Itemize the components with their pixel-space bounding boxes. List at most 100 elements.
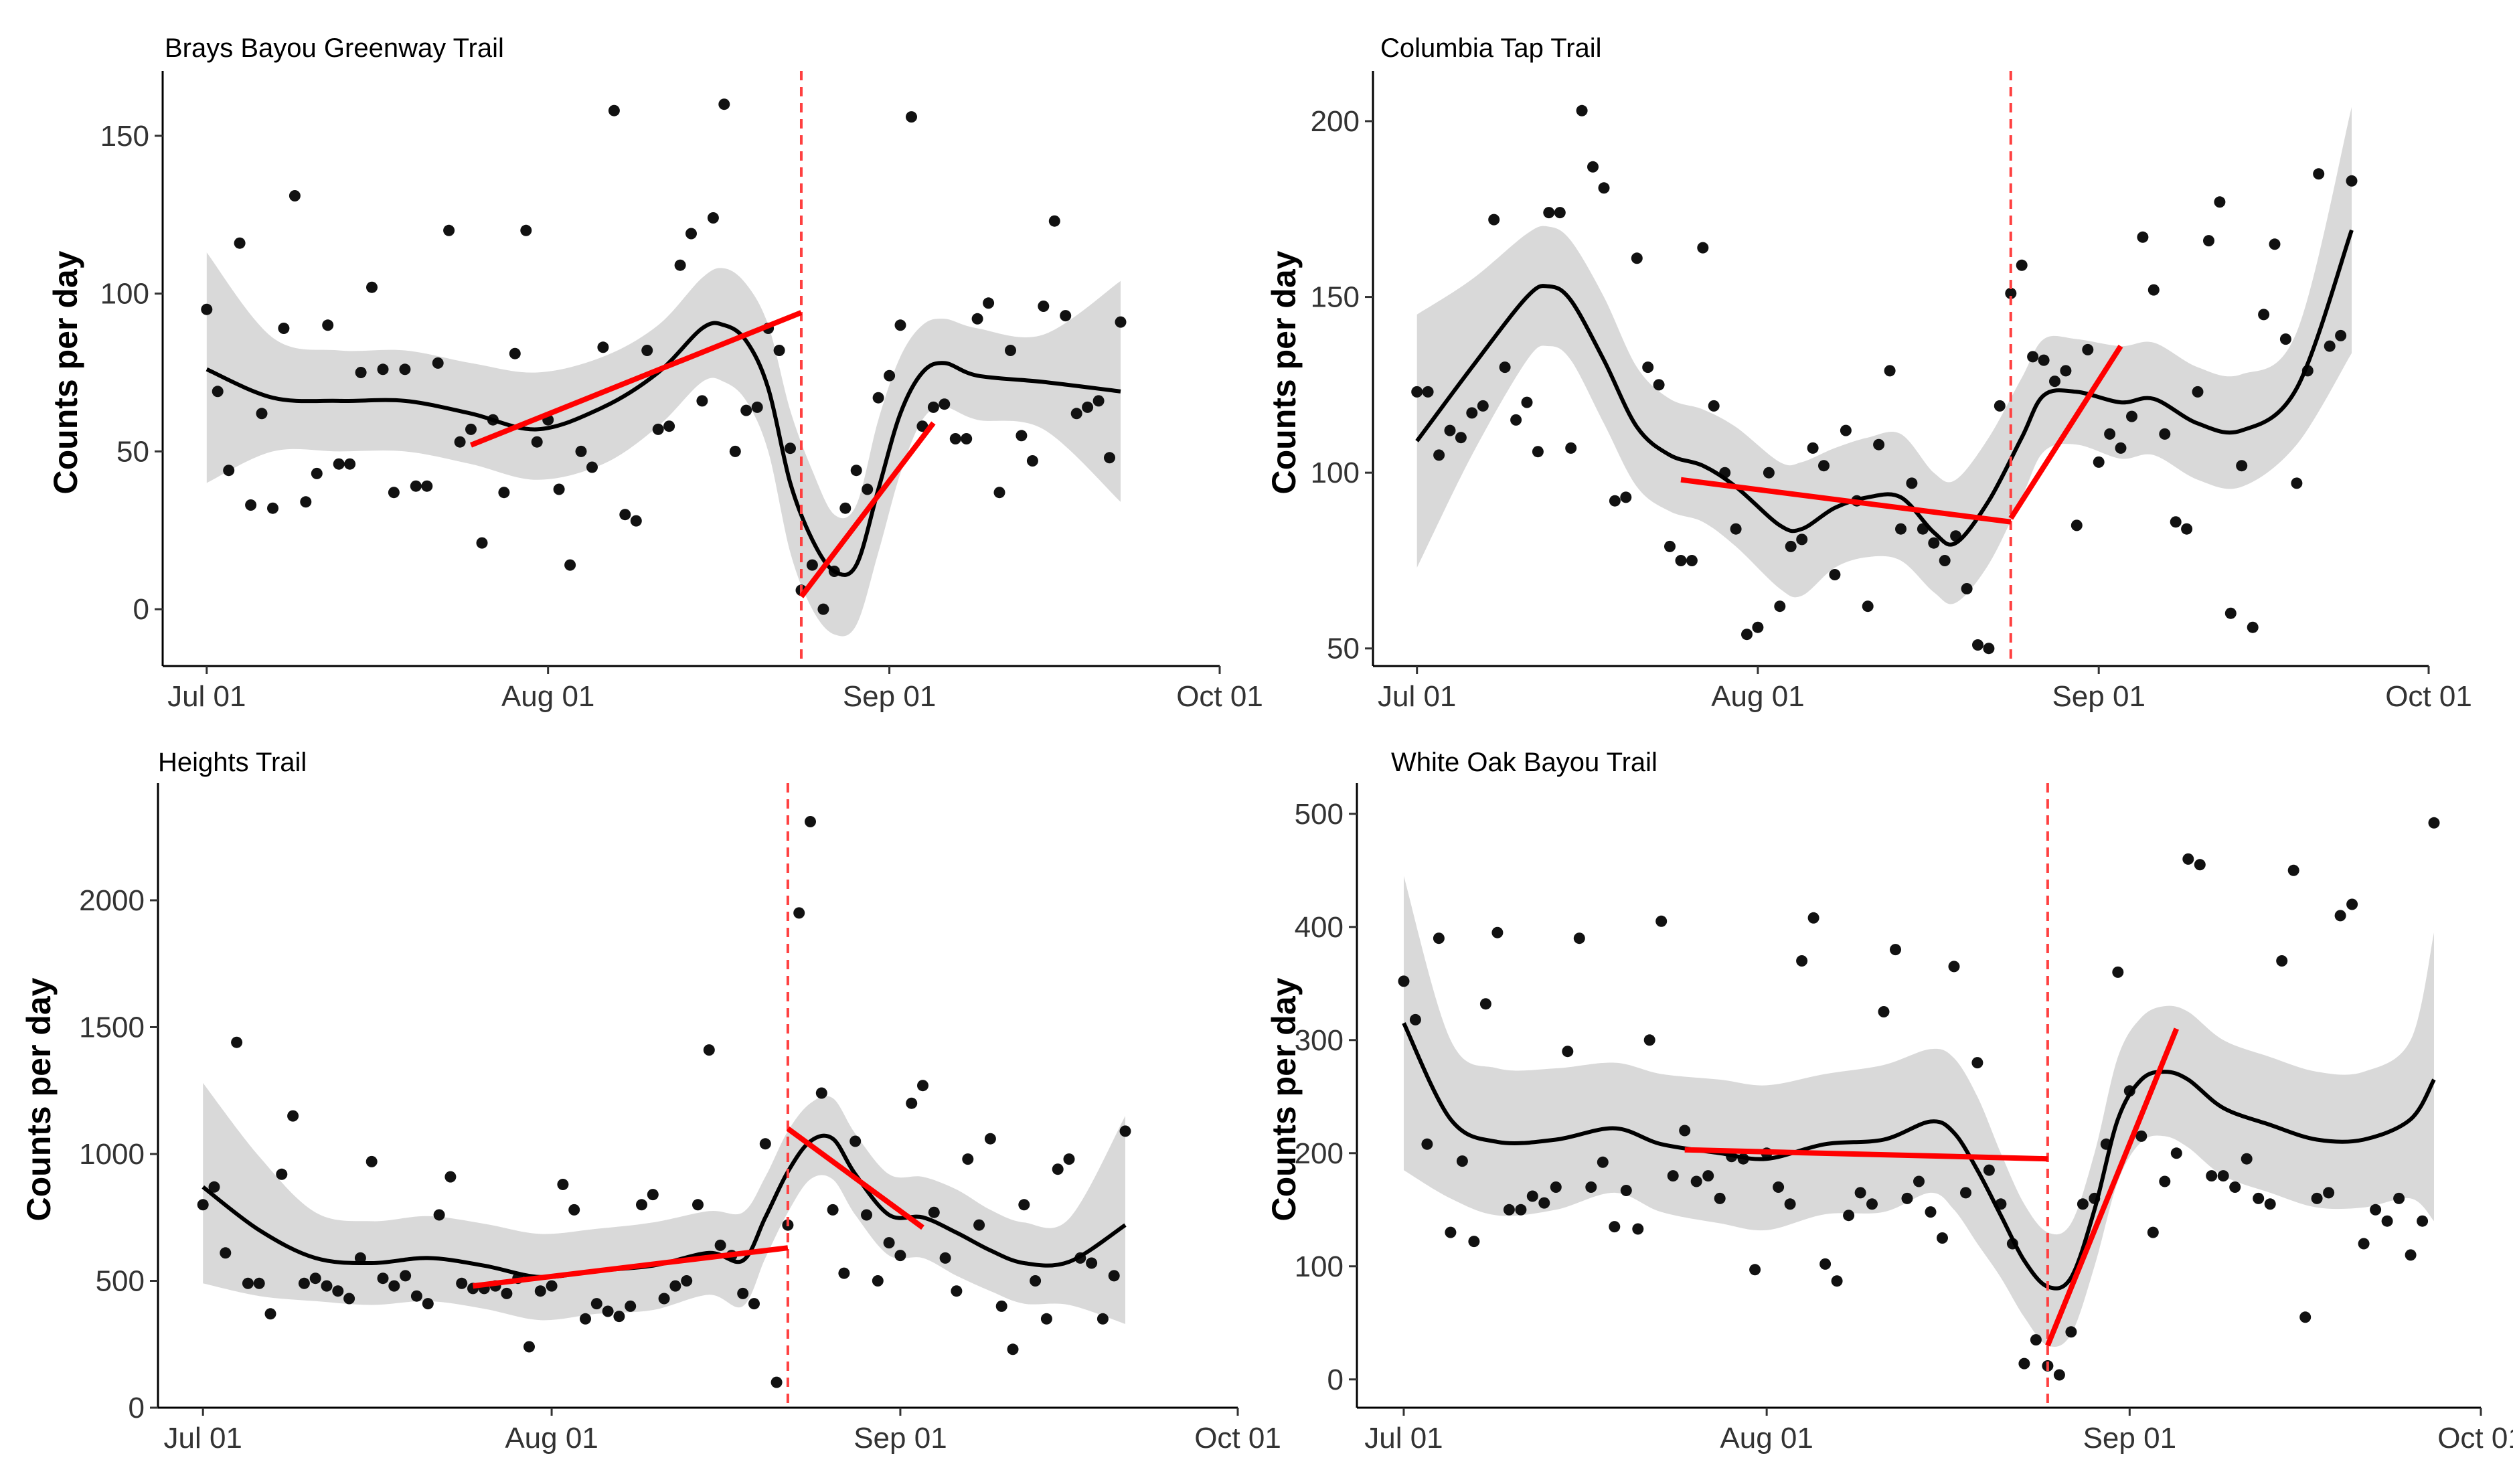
data-point xyxy=(718,98,730,110)
data-point xyxy=(1632,1223,1644,1235)
data-point xyxy=(278,323,290,334)
y-axis-label: Counts per day xyxy=(47,250,84,494)
x-tick-label: Jul 01 xyxy=(163,1422,242,1455)
data-point xyxy=(1763,467,1775,479)
data-point xyxy=(1983,1164,1995,1176)
data-point xyxy=(531,436,543,448)
data-point xyxy=(1862,600,1874,612)
data-point xyxy=(1510,414,1522,426)
data-point xyxy=(1063,1153,1075,1165)
data-point xyxy=(433,1209,445,1221)
data-point xyxy=(759,1138,771,1150)
data-point xyxy=(1818,460,1830,472)
data-point xyxy=(1690,1175,1702,1187)
data-point xyxy=(1609,495,1621,507)
data-point xyxy=(1749,1264,1761,1276)
data-point xyxy=(1653,379,1665,391)
data-point xyxy=(501,1287,513,1299)
data-point xyxy=(1937,1232,1948,1244)
data-point xyxy=(1455,432,1467,444)
data-point xyxy=(729,445,741,457)
data-point xyxy=(1884,365,1896,377)
data-point xyxy=(309,1272,321,1285)
data-point xyxy=(1928,537,1940,549)
data-point xyxy=(806,559,818,571)
data-point xyxy=(2147,1226,2159,1238)
data-point xyxy=(1488,214,1500,226)
data-point xyxy=(1598,182,1610,194)
data-point xyxy=(983,297,995,309)
y-axis-label: Counts per day xyxy=(1265,250,1303,494)
data-point xyxy=(1866,1198,1878,1210)
data-point xyxy=(2229,1181,2241,1193)
data-point xyxy=(652,423,664,435)
x-tick-label: Sep 01 xyxy=(843,680,936,713)
data-point xyxy=(476,537,488,549)
data-point xyxy=(1829,569,1841,580)
data-point xyxy=(949,433,961,444)
data-point xyxy=(443,224,455,236)
data-point xyxy=(1433,932,1445,944)
y-tick-label: 50 xyxy=(116,435,149,468)
data-point xyxy=(1532,446,1544,458)
data-point xyxy=(1466,407,1478,419)
data-point xyxy=(322,319,334,331)
data-point xyxy=(602,1305,614,1317)
data-point xyxy=(1052,1163,1064,1175)
data-point xyxy=(1104,452,1115,464)
data-point xyxy=(862,483,874,495)
data-point xyxy=(613,1311,625,1323)
data-point xyxy=(2236,460,2248,472)
data-point xyxy=(1819,1258,1832,1270)
data-point xyxy=(1070,408,1082,420)
smooth-line xyxy=(1415,229,2354,547)
data-point xyxy=(1543,207,1555,219)
panel-title: Heights Trail xyxy=(158,748,307,777)
data-point xyxy=(354,1252,366,1264)
data-point xyxy=(1491,926,1504,938)
data-point xyxy=(785,442,796,455)
data-point xyxy=(1515,1204,1527,1216)
data-point xyxy=(509,347,521,359)
data-point xyxy=(1082,401,1094,413)
data-point xyxy=(2071,519,2083,531)
data-point xyxy=(2405,1249,2417,1261)
data-point xyxy=(2137,231,2149,243)
data-point xyxy=(564,559,576,571)
data-point xyxy=(256,408,268,420)
y-tick-label: 0 xyxy=(1327,1364,1344,1396)
data-point xyxy=(534,1285,546,1297)
data-point xyxy=(2346,898,2358,910)
data-point xyxy=(619,509,631,521)
data-point xyxy=(1906,477,1918,489)
data-point xyxy=(2038,354,2050,366)
data-point xyxy=(400,1270,412,1282)
panel-1: 0 50 100 150 Jul 01 Aug 01 Sep 01 Oct 01 Brays B… xyxy=(47,33,1263,713)
data-point xyxy=(714,1239,726,1251)
data-point xyxy=(861,1209,872,1221)
data-point xyxy=(839,502,852,514)
data-point xyxy=(692,1199,704,1211)
data-point xyxy=(575,445,587,457)
data-point xyxy=(962,1153,974,1165)
data-point xyxy=(1901,1192,1913,1204)
data-point xyxy=(2417,1215,2429,1227)
data-point xyxy=(245,499,257,511)
data-point xyxy=(1018,1199,1030,1211)
panel-4: 0 100 200 300 400 500 Jul 01 Aug 01 Sep 01 Oct 01… xyxy=(1265,748,2513,1455)
data-point xyxy=(2170,1147,2182,1159)
data-point xyxy=(1587,161,1599,173)
data-point xyxy=(2030,1334,2042,1346)
data-point xyxy=(1948,961,1960,973)
data-point xyxy=(2018,1357,2030,1370)
data-point xyxy=(1702,1170,1714,1182)
trend-segment-post xyxy=(786,1126,924,1230)
trend-segment-pre xyxy=(470,310,803,448)
data-point xyxy=(557,1179,569,1190)
data-point xyxy=(2126,410,2137,422)
data-point xyxy=(2269,238,2281,250)
confidence-band xyxy=(203,1082,1126,1324)
data-point xyxy=(201,303,213,315)
y-tick-label: 0 xyxy=(129,1392,145,1424)
